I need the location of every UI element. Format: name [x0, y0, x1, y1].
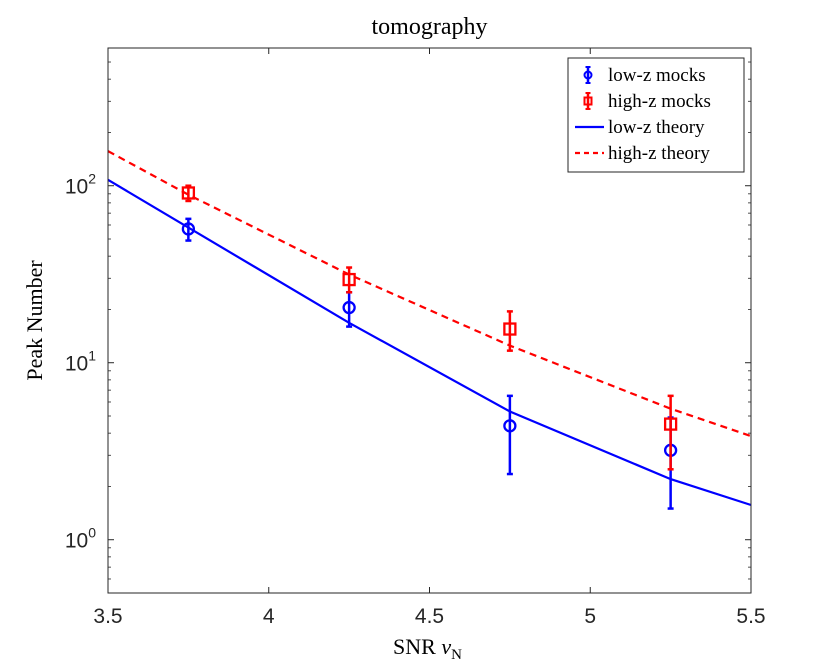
legend-marker — [583, 70, 593, 80]
low-z-mocks-marker — [181, 222, 196, 236]
high-z-mocks-point — [503, 310, 517, 352]
legend-marker — [583, 96, 593, 106]
y-tick-label-exponent: 2 — [88, 171, 96, 187]
x-axis-label-symbol: ν — [441, 634, 451, 659]
chart-title: tomography — [372, 14, 488, 40]
y-axis-label: Peak Number — [22, 260, 47, 381]
low-z-mocks-marker — [503, 419, 517, 433]
x-tick-label: 4 — [263, 605, 275, 628]
low-z-mocks-marker — [342, 300, 356, 315]
y-tick-label: 101 — [65, 348, 96, 376]
high-z-mocks-point — [181, 184, 196, 203]
high-z-mocks-point — [342, 266, 356, 294]
legend-label: low-z theory — [608, 117, 705, 138]
y-tick-label: 102 — [65, 171, 96, 199]
low-z-mocks-point — [181, 217, 196, 242]
x-tick-label: 5.5 — [736, 605, 765, 628]
x-tick-label: 3.5 — [93, 605, 122, 628]
y-tick-label-base: 10 — [65, 176, 88, 199]
high-z-mocks-marker — [342, 272, 356, 287]
x-axis-label-main: SNR — [393, 634, 441, 659]
legend-entry-high-z-mocks: high-z mocks — [583, 91, 711, 112]
legend-label: low-z mocks — [608, 65, 706, 86]
x-tick-label: 5 — [584, 605, 596, 628]
legend-entry-high-z-theory: high-z theory — [575, 143, 710, 164]
legend-entry-low-z-theory: low-z theory — [575, 117, 705, 138]
x-tick-label: 4.5 — [415, 605, 444, 628]
y-tick-label-exponent: 1 — [88, 348, 96, 364]
y-tick-label-exponent: 0 — [88, 525, 96, 541]
high-z-mocks-marker — [663, 417, 678, 431]
legend-label: high-z mocks — [608, 91, 711, 112]
low-z-mocks-point — [503, 394, 517, 476]
low-z-theory-line — [107, 178, 752, 507]
high-z-mocks-point — [663, 394, 678, 471]
x-axis-label: SNR νN — [393, 634, 462, 663]
series-layer — [107, 150, 752, 510]
y-tick-label-base: 10 — [65, 353, 88, 376]
legend: low-z mocks high-z mocks low-z theory high-… — [567, 57, 745, 173]
legend-entry-low-z-mocks: low-z mocks — [583, 65, 706, 86]
x-axis-label-subscript: N — [451, 647, 462, 663]
high-z-mocks-marker — [503, 322, 517, 336]
high-z-theory-line — [107, 150, 752, 438]
high-z-mocks-marker — [181, 186, 196, 200]
legend-label: high-z theory — [608, 143, 710, 164]
y-tick-label-base: 10 — [65, 530, 88, 553]
y-tick-label: 100 — [65, 525, 96, 553]
